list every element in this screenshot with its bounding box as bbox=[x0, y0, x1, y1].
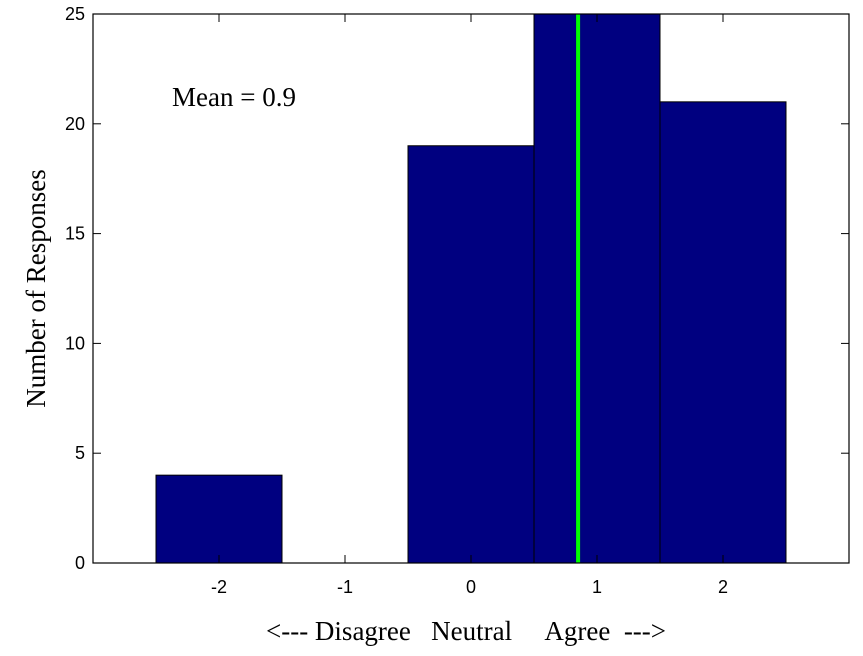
bar-0 bbox=[407, 145, 535, 564]
y-tick-label: 15 bbox=[65, 224, 85, 244]
bar-1 bbox=[533, 13, 661, 564]
bar-2 bbox=[659, 101, 787, 564]
x-tick-label: -1 bbox=[337, 577, 353, 597]
bar--2 bbox=[155, 474, 283, 564]
x-tick-label: 0 bbox=[466, 577, 476, 597]
y-tick-label: 5 bbox=[75, 443, 85, 463]
y-tick-label: 25 bbox=[65, 4, 85, 24]
y-tick-label: 20 bbox=[65, 114, 85, 134]
x-tick-label: 2 bbox=[718, 577, 728, 597]
y-tick-label: 0 bbox=[75, 553, 85, 573]
y-tick-label: 10 bbox=[65, 333, 85, 353]
x-tick-label: 1 bbox=[592, 577, 602, 597]
x-axis-label: <--- Disagree Neutral Agree ---> bbox=[266, 616, 666, 646]
mean-annotation: Mean = 0.9 bbox=[172, 82, 296, 112]
y-axis-label: Number of Responses bbox=[21, 169, 51, 407]
x-tick-label: -2 bbox=[211, 577, 227, 597]
